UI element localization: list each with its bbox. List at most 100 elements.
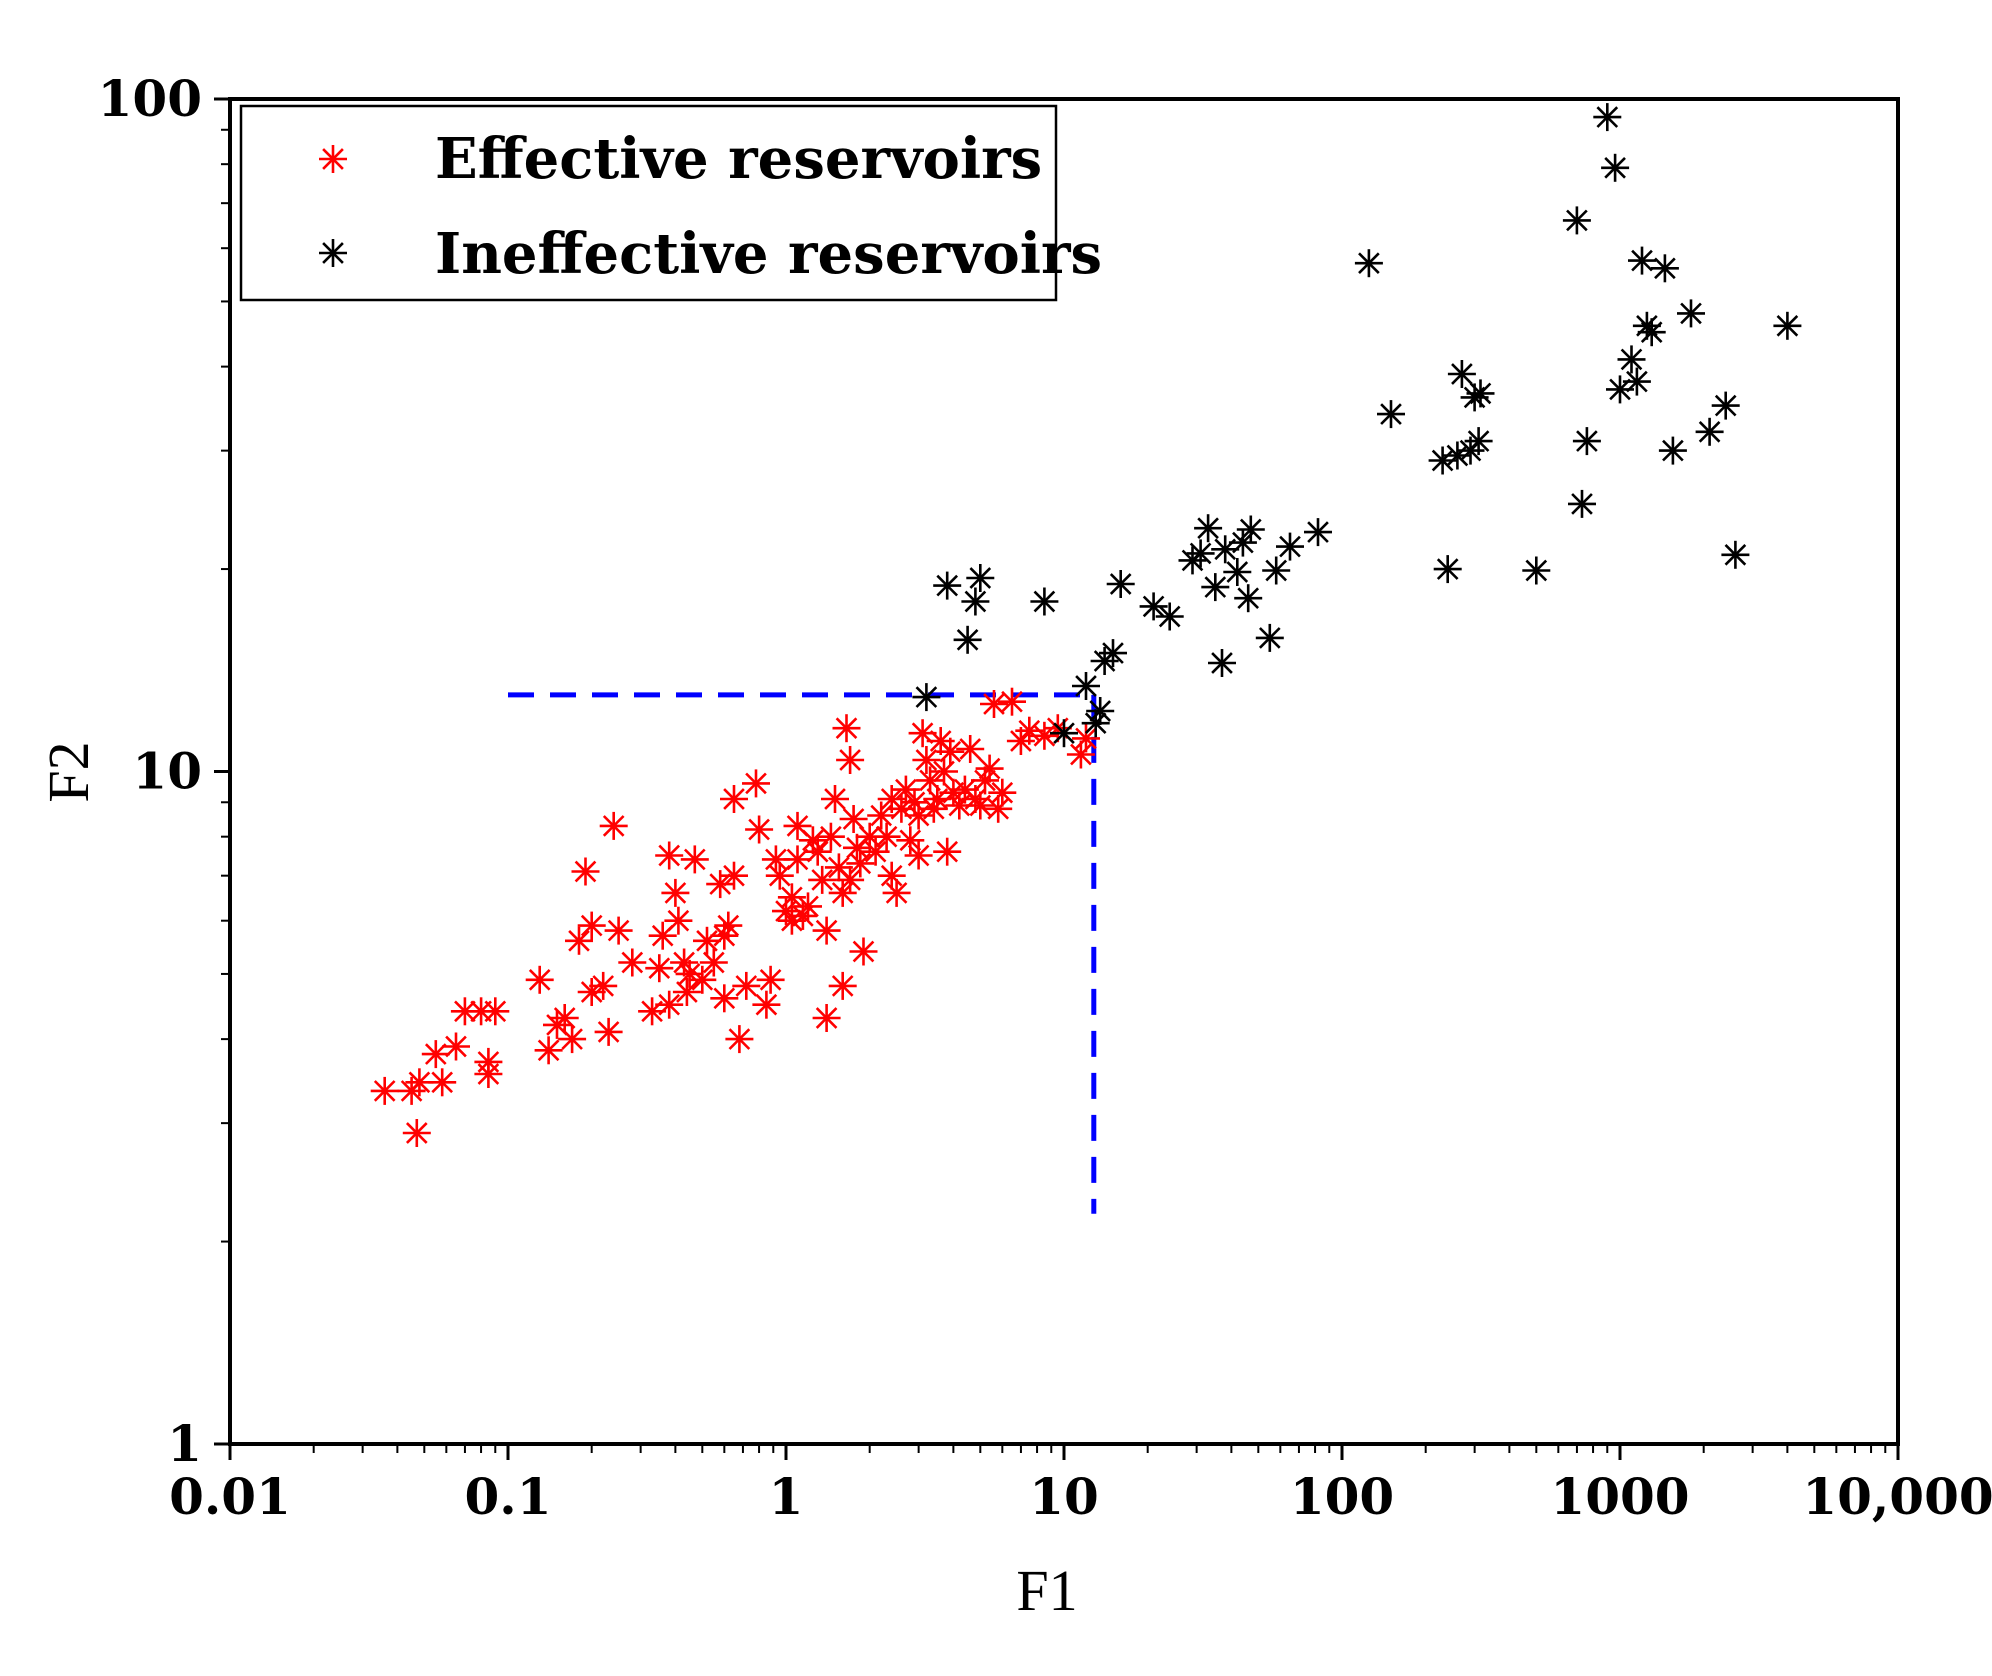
ineffective-point (1650, 254, 1679, 283)
effective-point (645, 954, 674, 983)
ineffective-point (1658, 436, 1687, 465)
ineffective-point (1223, 558, 1252, 586)
effective-point (956, 735, 985, 763)
y-tick-label: 1 (167, 1414, 202, 1473)
ineffective-point (1447, 360, 1476, 388)
effective-point (661, 878, 690, 907)
ineffective-point (1050, 719, 1078, 748)
effective-point (812, 916, 841, 945)
effective-point (481, 997, 510, 1026)
ineffective-point (1139, 592, 1168, 621)
effective-point (794, 892, 822, 921)
y-tick-label: 100 (98, 69, 202, 128)
y-tick-label: 10 (132, 742, 202, 801)
effective-point (936, 737, 965, 766)
effective-point (405, 1068, 434, 1097)
effective-point (836, 865, 865, 894)
effective-point (688, 965, 717, 994)
ineffective-point (1086, 697, 1115, 725)
ineffective-point (966, 564, 995, 592)
effective-point (534, 1036, 563, 1065)
ineffective-point (1428, 446, 1457, 475)
effective-point (714, 911, 743, 940)
effective-point (912, 746, 941, 774)
y-axis-title: F2 (36, 741, 101, 802)
effective-point (599, 811, 628, 840)
ineffective-point (1201, 573, 1230, 602)
effective-point (980, 690, 1008, 718)
effective-point (846, 849, 875, 878)
ineffective-point (1276, 532, 1304, 561)
effective-point (655, 841, 684, 870)
effective-point (896, 826, 925, 855)
effective-point (849, 937, 878, 966)
effective-point (783, 845, 812, 874)
effective-point (752, 990, 781, 1019)
ineffective-point (1354, 249, 1383, 278)
effective-point (672, 978, 701, 1006)
effective-point (706, 870, 735, 899)
ineffective-point (1262, 556, 1291, 585)
effective-point (670, 948, 699, 977)
effective-point (808, 865, 837, 894)
ineffective-point (1030, 587, 1059, 616)
effective-point (882, 878, 911, 907)
ineffective-point (933, 571, 962, 600)
effective-point (933, 837, 962, 866)
effective-point (828, 878, 857, 907)
effective-point (577, 911, 606, 940)
ineffective-point (1186, 539, 1215, 568)
effective-point (828, 971, 857, 1000)
effective-point (571, 857, 600, 886)
legend-label-ineffective: Ineffective reservoirs (435, 221, 1102, 287)
ineffective-point (1255, 623, 1284, 652)
legend-star-ineffective (319, 239, 347, 267)
effective-point (861, 837, 890, 866)
ineffective-point (1155, 602, 1184, 631)
ineffective-point (912, 683, 941, 712)
x-tick-label: 1 (769, 1467, 804, 1526)
ineffective-point (1234, 584, 1263, 613)
ineffective-point (1433, 555, 1462, 584)
effective-point (975, 754, 1004, 783)
effective-point (720, 861, 748, 890)
effective-point (777, 883, 806, 912)
effective-point (550, 1004, 579, 1032)
effective-point (812, 1004, 841, 1032)
ineffective-point (1711, 391, 1740, 420)
effective-point (442, 1032, 470, 1061)
ineffective-point (1072, 672, 1100, 700)
effective-point (664, 906, 693, 935)
effective-point (699, 948, 728, 977)
effective-point (988, 778, 1017, 807)
ineffective-point (1106, 570, 1135, 598)
effective-point (839, 805, 868, 833)
effective-point (370, 1076, 399, 1105)
axis-ticks (214, 97, 1900, 1460)
effective-point (604, 916, 633, 945)
effective-point (402, 1119, 431, 1147)
effective-point (655, 990, 684, 1019)
x-axis-title: F1 (1016, 1558, 1077, 1623)
effective-point (421, 1040, 450, 1069)
ineffective-point (1562, 206, 1591, 235)
ineffective-point (1099, 639, 1127, 668)
effective-point (832, 714, 861, 743)
effective-point (904, 841, 933, 870)
effective-point (867, 801, 896, 830)
effective-point (798, 826, 827, 855)
effective-point (1072, 724, 1100, 753)
x-tick-label: 0.1 (465, 1467, 552, 1526)
ineffective-point (1377, 400, 1405, 429)
effective-point (589, 971, 618, 1000)
ineffective-point (1081, 709, 1110, 738)
x-tick-label: 10 (1029, 1467, 1099, 1526)
ineffective-point (961, 587, 990, 616)
effective-point (720, 785, 748, 813)
effective-point (836, 746, 865, 774)
effective-point (816, 822, 845, 851)
effective-point (742, 769, 770, 798)
effective-point (872, 822, 901, 851)
effective-point (474, 1047, 503, 1076)
